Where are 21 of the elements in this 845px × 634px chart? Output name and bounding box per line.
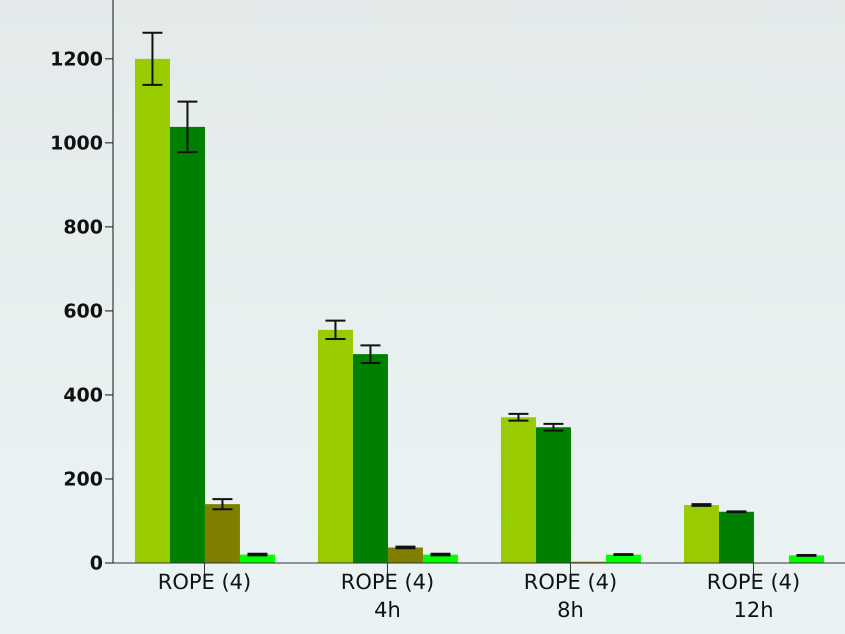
y-tick-label: 600 [63, 300, 103, 323]
bar [684, 505, 719, 563]
y-tick-label: 200 [63, 468, 103, 491]
bar [134, 58, 170, 563]
bar [318, 330, 353, 563]
y-tick-label: 800 [63, 216, 103, 239]
y-tick-label: 0 [90, 552, 103, 575]
y-tick-label: 400 [63, 384, 103, 407]
bar [388, 547, 423, 563]
y-tick-label: 1200 [50, 48, 103, 71]
x-tick-label: ROPE (4) 12h [706, 570, 800, 622]
x-tick-label: ROPE (4) 8h [524, 570, 618, 622]
bar [204, 504, 240, 563]
bar [352, 354, 388, 563]
y-tick-label: 1000 [50, 132, 103, 155]
bar [536, 427, 571, 563]
bar [500, 417, 536, 563]
x-tick-label: ROPE (4) [158, 570, 252, 594]
bar [170, 126, 205, 563]
bar [718, 512, 754, 563]
x-tick-label: ROPE (4) 4h [340, 570, 434, 622]
